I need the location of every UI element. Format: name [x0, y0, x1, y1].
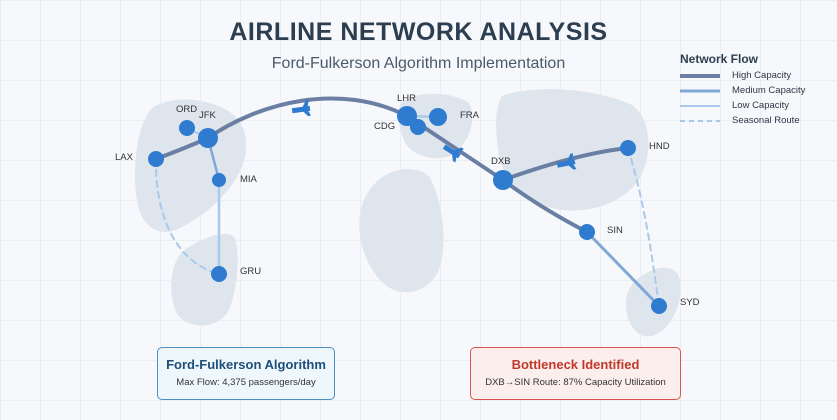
label-jfk: JFK: [199, 110, 217, 121]
label-lhr: LHR: [397, 93, 416, 104]
landmass-asia: [496, 89, 649, 211]
node-lhr[interactable]: [397, 106, 417, 126]
label-lax: LAX: [115, 152, 134, 163]
legend-swatch-medium: [680, 89, 720, 92]
page-title: AIRLINE NETWORK ANALYSIS: [229, 18, 608, 46]
legend-swatch-high: [680, 73, 720, 78]
node-syd[interactable]: [651, 298, 667, 314]
landmass-south-america: [171, 233, 238, 326]
legend: Network Flow High Capacity Medium Capaci…: [680, 52, 830, 128]
node-cdg[interactable]: [410, 119, 426, 135]
label-fra: FRA: [460, 110, 480, 121]
landmass-africa: [359, 169, 444, 293]
route-hnd-syd-seasonal: [627, 147, 660, 307]
page-subtitle: Ford-Fulkerson Algorithm Implementation: [271, 55, 566, 72]
node-hnd[interactable]: [620, 140, 636, 156]
label-hnd: HND: [649, 141, 670, 152]
label-sin: SIN: [607, 225, 623, 236]
label-syd: SYD: [680, 297, 700, 308]
algorithm-info-title: Ford-Fulkerson Algorithm: [166, 357, 326, 372]
node-sin[interactable]: [579, 224, 595, 240]
airport-nodes: [148, 106, 667, 314]
legend-item-seasonal: Seasonal Route: [680, 113, 830, 128]
legend-label: Low Capacity: [732, 100, 790, 111]
bottleneck-info-box: Bottleneck Identified DXB→SIN Route: 87%…: [470, 347, 681, 400]
node-jfk[interactable]: [198, 128, 218, 148]
label-cdg: CDG: [374, 121, 395, 132]
plane-icon: [442, 144, 464, 163]
legend-label: Medium Capacity: [732, 85, 806, 96]
legend-item-medium: Medium Capacity: [680, 83, 830, 98]
legend-title: Network Flow: [680, 52, 759, 66]
node-ord[interactable]: [179, 120, 195, 136]
route-dxb-hnd: [501, 146, 630, 182]
landmasses: [134, 89, 681, 337]
legend-swatch-seasonal: [680, 119, 720, 122]
algorithm-info-text: Max Flow: 4,375 passengers/day: [176, 377, 316, 388]
node-dxb[interactable]: [493, 170, 513, 190]
node-lax[interactable]: [148, 151, 164, 167]
label-ord: ORD: [176, 104, 197, 115]
legend-label: High Capacity: [732, 70, 792, 81]
legend-swatch-low: [680, 104, 720, 107]
label-gru: GRU: [240, 266, 261, 277]
legend-item-low: Low Capacity: [680, 98, 830, 113]
plane-icon: [291, 99, 312, 117]
plane-icons: [291, 99, 577, 170]
label-mia: MIA: [240, 174, 258, 185]
route-lax-gru-seasonal: [154, 158, 220, 275]
algorithm-info-box: Ford-Fulkerson Algorithm Max Flow: 4,375…: [157, 347, 335, 400]
node-fra[interactable]: [429, 108, 447, 126]
route-jfk-lhr: [206, 96, 409, 140]
legend-label: Seasonal Route: [732, 115, 800, 126]
route-dxb-sin: [501, 178, 589, 234]
legend-item-high: High Capacity: [680, 68, 830, 83]
label-dxb: DXB: [491, 156, 511, 167]
route-sin-syd: [585, 230, 661, 308]
bottleneck-info-text: DXB→SIN Route: 87% Capacity Utilization: [485, 377, 666, 388]
airport-labels: LAX ORD JFK MIA GRU LHR CDG FRA DXB SIN …: [115, 93, 700, 308]
node-mia[interactable]: [212, 173, 226, 187]
landmass-europe: [398, 93, 473, 159]
bottleneck-info-title: Bottleneck Identified: [511, 357, 640, 372]
node-gru[interactable]: [211, 266, 227, 282]
plane-icon: [556, 153, 577, 170]
